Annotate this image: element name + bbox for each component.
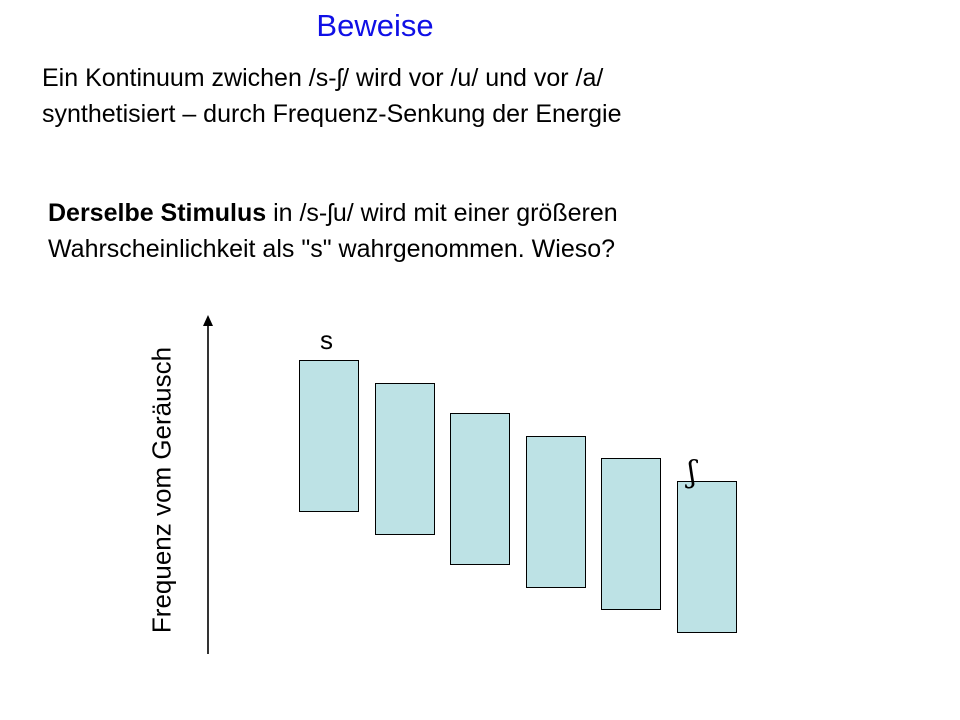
frequency-axis-label: Frequenz vom Geräusch <box>146 346 177 634</box>
continuum-step-4 <box>526 436 586 588</box>
question-paragraph: Derselbe Stimulus in /s-ʃu/ wird mit ein… <box>48 195 928 267</box>
esh-endpoint-label: ʃ <box>688 455 697 490</box>
intro-line-1: Ein Kontinuum zwichen /s-ʃ/ wird vor /u/… <box>42 64 604 92</box>
continuum-step-3 <box>450 413 510 565</box>
intro-paragraph: Ein Kontinuum zwichen /s-ʃ/ wird vor /u/… <box>42 60 922 132</box>
continuum-step-2 <box>375 383 435 535</box>
continuum-step-5 <box>601 458 661 610</box>
continuum-step-1 <box>299 360 359 512</box>
slide-title: Beweise <box>316 8 434 43</box>
question-emphasis: Derselbe Stimulus <box>48 199 267 227</box>
frequency-axis <box>203 315 213 654</box>
question-line-1: Derselbe Stimulus in /s-ʃu/ wird mit ein… <box>48 195 928 231</box>
continuum-step-6 <box>677 481 737 633</box>
question-line-1-rest: in /s-ʃu/ wird mit einer größeren <box>266 199 618 227</box>
question-line-2: Wahrscheinlichkeit als "s" wahrgenommen.… <box>48 235 616 263</box>
intro-line-2: synthetisiert – durch Frequenz-Senkung d… <box>42 100 622 128</box>
s-endpoint-label: s <box>320 325 333 355</box>
